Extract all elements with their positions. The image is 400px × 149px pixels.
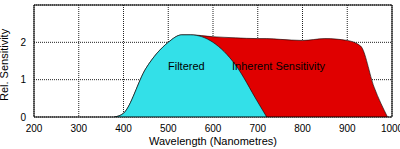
svg-text:2: 2 [20,37,26,48]
html-text:Filtered: Filtered [168,60,205,72]
svg-text:600: 600 [205,123,222,134]
svg-text:1: 1 [20,74,26,85]
svg-text:700: 700 [249,123,266,134]
svg-text:Rel. Sensitivity: Rel. Sensitivity [0,28,10,101]
svg-text:Wavelength (Nanometres): Wavelength (Nanometres) [149,135,277,147]
svg-text:1000: 1000 [381,123,400,134]
svg-text:0: 0 [20,112,26,123]
svg-text:200: 200 [26,123,43,134]
svg-text:500: 500 [160,123,177,134]
html-text:Inherent Sensitivity: Inherent Sensitivity [232,60,325,72]
svg-text:800: 800 [294,123,311,134]
svg-text:900: 900 [339,123,356,134]
svg-text:300: 300 [70,123,87,134]
svg-text:400: 400 [115,123,132,134]
